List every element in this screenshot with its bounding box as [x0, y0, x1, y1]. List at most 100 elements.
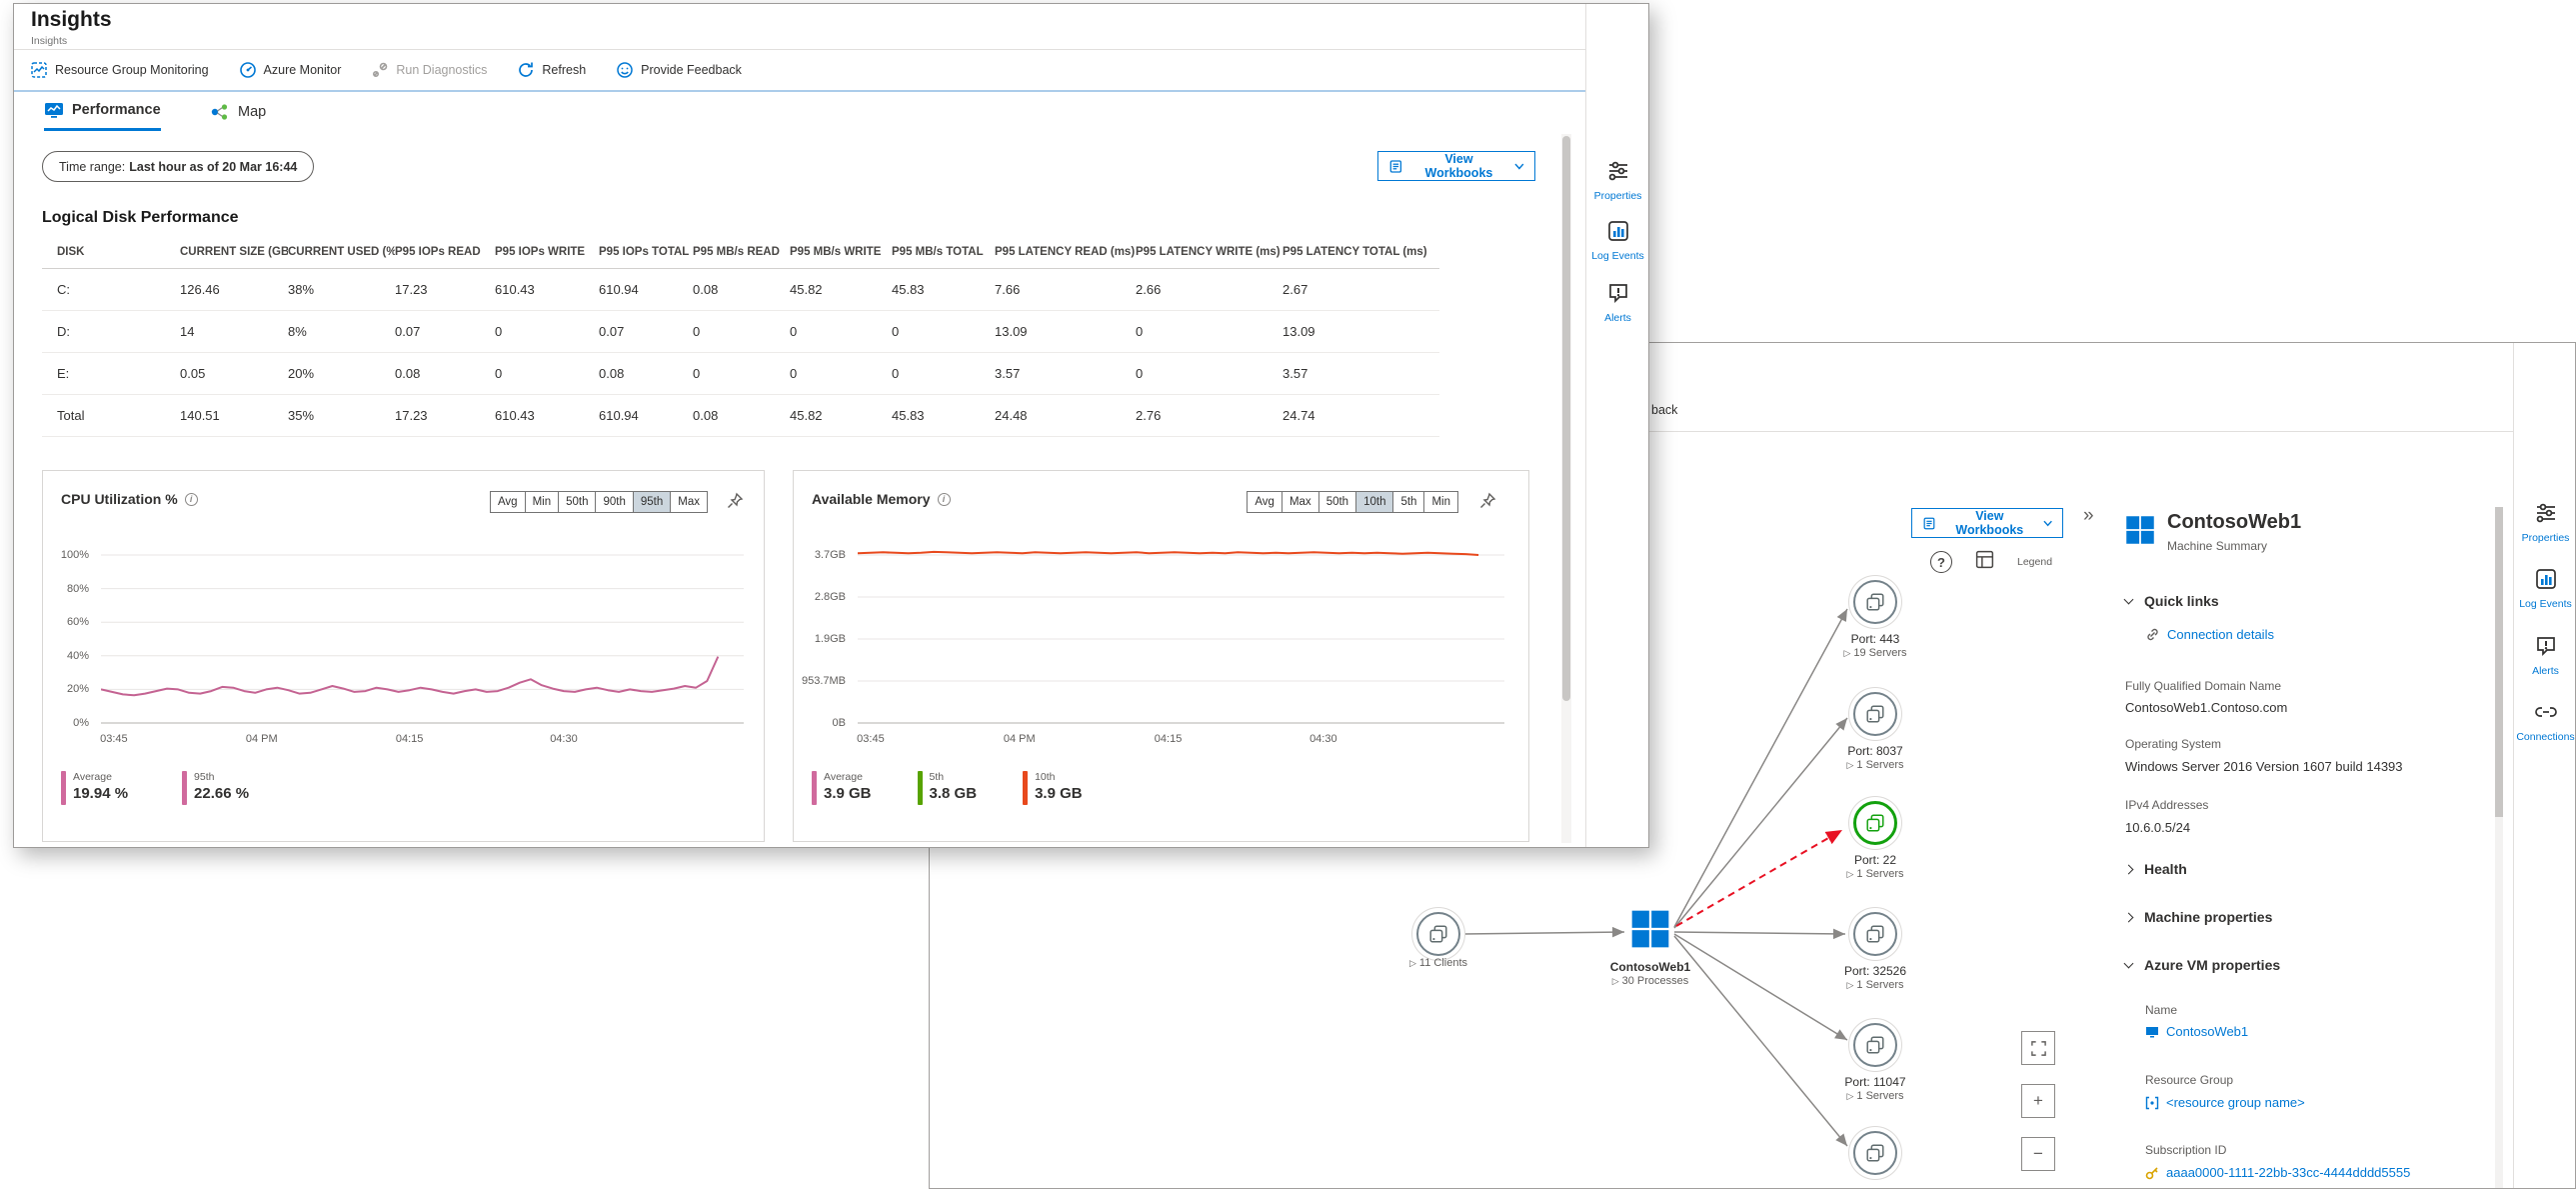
view-workbooks-button[interactable]: View Workbooks [1911, 508, 2063, 538]
percentile-button-95th[interactable]: 95th [632, 491, 672, 513]
azure-monitor-button[interactable]: Azure Monitor [239, 61, 341, 79]
scrollbar-thumb[interactable] [1562, 136, 1570, 701]
rail-properties[interactable]: Properties [1586, 159, 1648, 202]
port-node-8037[interactable]: Port: 8037 ▷ 1 Servers [1800, 692, 1950, 771]
table-cell: 45.82 [790, 394, 892, 437]
machine-node-contosoweb1[interactable]: ContosoWeb1 ▷ 30 Processes [1575, 909, 1725, 987]
provide-feedback-button[interactable]: Provide Feedback [616, 61, 742, 79]
section-machine-properties[interactable]: Machine properties [2123, 909, 2272, 925]
table-cell: 0 [892, 310, 995, 353]
percentile-button-5th[interactable]: 5th [1392, 491, 1425, 513]
tab-performance[interactable]: Performance [44, 92, 161, 131]
rail-label: Properties [1593, 190, 1642, 202]
view-workbooks-button[interactable]: View Workbooks [1377, 151, 1535, 181]
port-node-22-highlighted[interactable]: Port: 22 ▷ 1 Servers [1800, 801, 1950, 880]
node-sublabel: ▷ 30 Processes [1611, 975, 1689, 987]
table-cell: 140.51 [180, 394, 288, 437]
vm-name-link[interactable]: ContosoWeb1 [2145, 1024, 2248, 1039]
scrollbar-thumb[interactable] [2495, 507, 2503, 817]
rail-label: Connections [2516, 731, 2575, 743]
client-node-circle[interactable] [1416, 912, 1460, 956]
zoom-in-button[interactable]: + [2021, 1084, 2055, 1118]
port-node-11047[interactable]: Port: 11047 ▷ 1 Servers [1800, 1023, 1950, 1102]
percentile-button-max[interactable]: Max [1281, 491, 1319, 513]
y-tick-label: 100% [60, 549, 89, 561]
rail-connections[interactable]: Connections [2514, 700, 2575, 743]
time-range-picker[interactable]: Time range: Last hour as of 20 Mar 16:44 [42, 151, 315, 182]
port-node-circle[interactable] [1853, 912, 1897, 956]
rail-properties[interactable]: Properties [2514, 501, 2575, 544]
help-icon[interactable]: ? [1930, 551, 1952, 573]
table-cell: C: [42, 268, 180, 311]
section-health[interactable]: Health [2123, 861, 2187, 877]
refresh-button[interactable]: Refresh [517, 61, 586, 79]
expand-triangle-icon[interactable]: ▷ [1846, 1091, 1854, 1101]
resource-group-monitoring-button[interactable]: Resource Group Monitoring [30, 61, 209, 79]
expand-triangle-icon[interactable]: ▷ [1846, 869, 1854, 879]
table-cell: 0 [790, 310, 892, 353]
port-node-circle[interactable] [1853, 801, 1897, 845]
port-node-32526[interactable]: Port: 32526 ▷ 1 Servers [1800, 912, 1950, 991]
info-icon[interactable]: i [937, 492, 951, 506]
subscription-id-link[interactable]: aaaa0000-1111-22bb-33cc-4444dddd5555 [2145, 1165, 2410, 1180]
port-node-circle[interactable] [1853, 580, 1897, 624]
disk-column-header: P95 IOPs TOTAL [599, 236, 693, 269]
legend-series-label: Average [824, 771, 863, 783]
rail-alerts[interactable]: Alerts [1586, 281, 1648, 324]
resource-group-link[interactable]: <resource group name> [2145, 1095, 2305, 1110]
cpu-plot: 100% 80% 60% 40% 20% 0% 03:45 04 PM 04:15 04:30 [61, 545, 744, 745]
server-group-icon [1866, 593, 1884, 611]
expand-triangle-icon[interactable]: ▷ [1846, 980, 1854, 990]
legend-grid-icon[interactable] [1974, 549, 1995, 575]
rail-alerts[interactable]: Alerts [2514, 634, 2575, 677]
tab-map[interactable]: Map [210, 92, 266, 131]
port-node-circle[interactable] [1853, 1131, 1897, 1175]
client-group-node[interactable]: ▷ 11 Clients [1363, 912, 1513, 969]
percentile-button-10th[interactable]: 10th [1355, 491, 1394, 513]
table-cell: 0.08 [599, 352, 693, 395]
percentile-button-min[interactable]: Min [524, 491, 560, 513]
x-tick-label: 03:45 [100, 733, 128, 745]
percentile-button-max[interactable]: Max [670, 491, 708, 513]
info-icon[interactable]: i [184, 492, 198, 506]
rail-label: Alerts [2532, 665, 2559, 677]
chart-legend: Average 3.9 GB 5th 3.8 GB 10th 3.9 GB [812, 771, 1083, 805]
disk-column-header: P95 MB/s READ [693, 236, 790, 269]
expand-triangle-icon[interactable]: ▷ [1611, 976, 1619, 986]
percentile-button-avg[interactable]: Avg [489, 491, 526, 513]
zoom-out-button[interactable]: − [2021, 1137, 2055, 1171]
map-toolbar-feedback-label[interactable]: back [1651, 403, 1678, 417]
percentile-button-50th[interactable]: 50th [1317, 491, 1357, 513]
expand-triangle-icon[interactable]: ▷ [1846, 760, 1854, 770]
pin-icon[interactable] [1478, 492, 1496, 515]
expand-triangle-icon[interactable]: ▷ [1843, 648, 1851, 658]
content-scrollbar[interactable] [1561, 134, 1571, 843]
pin-icon[interactable] [726, 492, 744, 515]
port-node-443[interactable]: Port: 443 ▷ 19 Servers [1800, 580, 1950, 659]
table-cell: D: [42, 310, 180, 353]
section-azure-vm-properties[interactable]: Azure VM properties [2123, 957, 2280, 973]
expand-triangle-icon[interactable]: ▷ [1408, 958, 1416, 968]
disk-column-header: P95 IOPs WRITE [495, 236, 599, 269]
percentile-button-90th[interactable]: 90th [595, 491, 634, 513]
section-quick-links[interactable]: Quick links [2123, 593, 2219, 609]
connection-details-link[interactable]: Connection details [2145, 627, 2274, 642]
rail-log-events[interactable]: Log Events [2514, 567, 2575, 610]
percentile-button-min[interactable]: Min [1423, 491, 1458, 513]
port-node-circle[interactable] [1853, 1023, 1897, 1067]
port-node-partial[interactable] [1800, 1131, 1950, 1175]
node-sublabel: ▷ 19 Servers [1843, 647, 1907, 659]
disk-column-header: P95 MB/s TOTAL [892, 236, 995, 269]
x-tick-label: 04:30 [1309, 733, 1337, 745]
panel-scrollbar[interactable] [2495, 507, 2503, 1188]
port-node-circle[interactable] [1853, 692, 1897, 736]
rail-log-events[interactable]: Log Events [1586, 219, 1648, 262]
fit-to-screen-button[interactable] [2021, 1031, 2055, 1065]
legend-label[interactable]: Legend [2017, 556, 2053, 568]
panel-collapse-icon[interactable]: » [2083, 505, 2094, 526]
percentile-button-avg[interactable]: Avg [1247, 491, 1283, 513]
percentile-button-50th[interactable]: 50th [558, 491, 597, 513]
run-diagnostics-button[interactable]: Run Diagnostics [371, 61, 487, 79]
cpu-utilization-card: CPU Utilization % i Avg Min 50th 90th 95th Max… [42, 470, 765, 842]
legend-item: Average 3.9 GB [812, 771, 872, 805]
